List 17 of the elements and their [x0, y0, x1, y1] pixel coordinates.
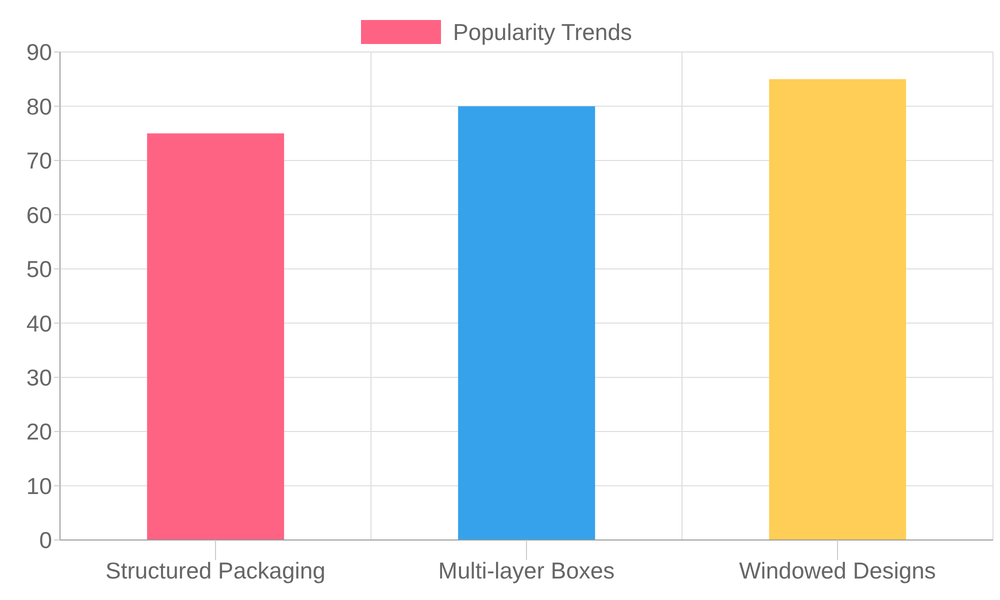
y-tick-label: 70 — [26, 148, 52, 174]
y-tick-label: 90 — [26, 39, 52, 66]
x-tick-label: Multi-layer Boxes — [438, 557, 615, 584]
y-tick-label: 50 — [26, 256, 52, 282]
y-tick-label: 30 — [26, 364, 52, 390]
bar — [769, 79, 906, 540]
legend-label: Popularity Trends — [453, 18, 632, 46]
y-tick-label: 80 — [26, 93, 52, 120]
y-tick-label: 60 — [26, 202, 52, 228]
y-tick-label: 10 — [26, 472, 52, 499]
y-tick-label: 40 — [26, 310, 52, 336]
y-tick-label: 0 — [39, 527, 52, 554]
bar — [458, 106, 596, 540]
bar — [147, 133, 284, 540]
x-tick-label: Structured Packaging — [106, 557, 326, 584]
x-tick-label: Windowed Designs — [739, 557, 936, 584]
y-tick-label: 20 — [26, 418, 52, 445]
